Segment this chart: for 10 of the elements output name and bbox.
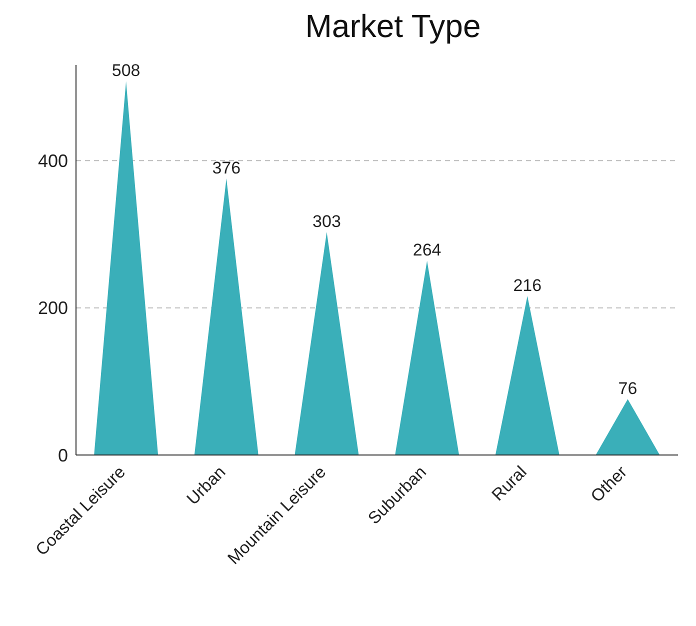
- data-label: 508: [112, 61, 140, 80]
- data-label: 264: [412, 240, 442, 260]
- data-label: 76: [618, 379, 638, 398]
- y-tick-label: 400: [38, 151, 68, 172]
- y-tick-label: 200: [38, 298, 68, 318]
- chart-title: Market Type: [304, 8, 482, 45]
- data-label: 216: [513, 276, 542, 296]
- data-label: 376: [212, 158, 241, 178]
- data-label: 303: [312, 212, 341, 232]
- y-tick-label: 0: [58, 445, 68, 466]
